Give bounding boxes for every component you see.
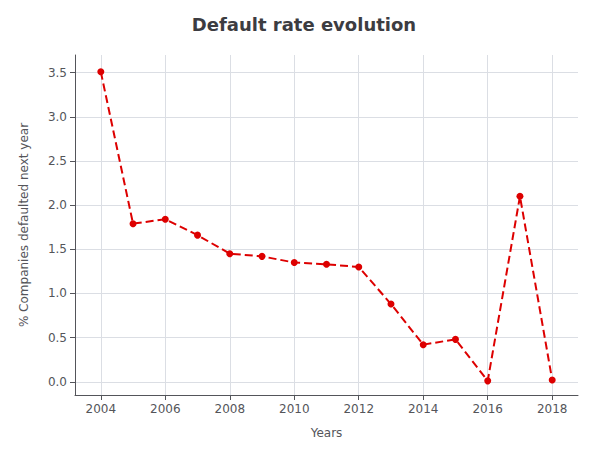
svg-text:2.5: 2.5 [48, 154, 67, 168]
svg-text:2012: 2012 [343, 402, 374, 416]
svg-text:2.0: 2.0 [48, 198, 67, 212]
svg-text:2016: 2016 [472, 402, 503, 416]
svg-text:% Companies defaulted next yea: % Companies defaulted next year [17, 123, 31, 327]
svg-text:3.0: 3.0 [48, 110, 67, 124]
svg-text:Default rate evolution: Default rate evolution [192, 14, 416, 35]
svg-text:2004: 2004 [86, 402, 117, 416]
svg-text:2018: 2018 [537, 402, 568, 416]
svg-text:Years: Years [310, 426, 343, 440]
svg-text:2010: 2010 [279, 402, 310, 416]
svg-text:2014: 2014 [408, 402, 439, 416]
svg-text:2008: 2008 [214, 402, 245, 416]
svg-text:2006: 2006 [150, 402, 181, 416]
svg-text:1.0: 1.0 [48, 286, 67, 300]
svg-text:1.5: 1.5 [48, 242, 67, 256]
svg-text:0.5: 0.5 [48, 331, 67, 345]
svg-text:0.0: 0.0 [48, 375, 67, 389]
svg-text:3.5: 3.5 [48, 66, 67, 80]
